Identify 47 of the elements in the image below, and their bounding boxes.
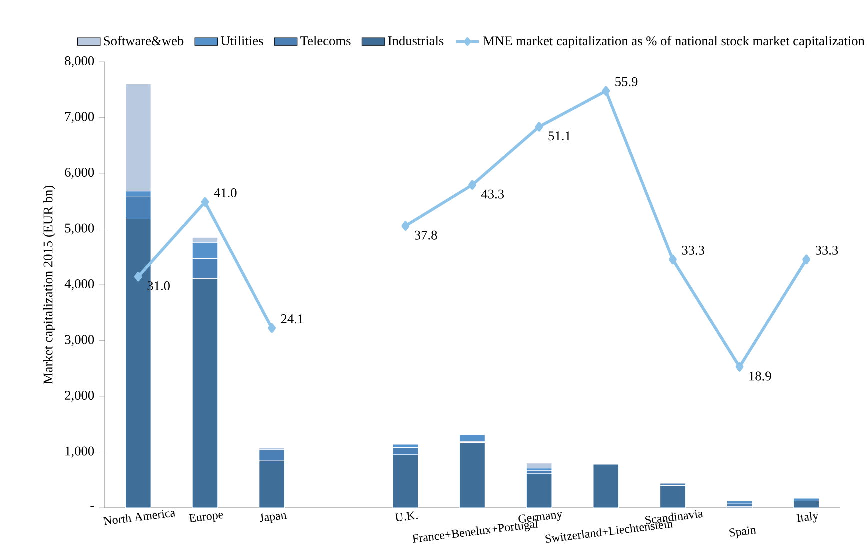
data-label: 24.1 xyxy=(281,314,304,324)
data-label: 51.1 xyxy=(548,132,571,141)
point xyxy=(668,254,677,264)
y-tick-label: 4,000 xyxy=(64,280,94,290)
data-label: 43.3 xyxy=(481,190,504,199)
y-tick-label: 1,000 xyxy=(66,446,94,458)
data-label: 41.0 xyxy=(214,188,237,198)
point xyxy=(736,362,744,372)
bar xyxy=(125,84,152,192)
data-label: 18.9 xyxy=(750,372,772,381)
point xyxy=(268,323,276,334)
y-axis-title: Market capitalization 2015 (EUR bn) xyxy=(43,186,56,384)
point xyxy=(602,86,610,96)
bar xyxy=(593,464,620,508)
y-tick-label: 8,000 xyxy=(65,56,94,68)
y-tick-label: 2,000 xyxy=(65,391,94,402)
legend-label: Utilities xyxy=(221,36,264,46)
legend-label: MNE market capitalization as % of national stock market capitalization xyxy=(484,36,865,48)
x-tick-label: Japan xyxy=(260,513,287,524)
y-tick-label: 6,000 xyxy=(65,168,94,179)
data-label: 33.3 xyxy=(682,246,704,255)
point xyxy=(402,221,410,231)
legend-label: Telecoms xyxy=(300,36,351,46)
bar xyxy=(660,485,686,508)
y-tick-label: 5,000 xyxy=(65,224,94,235)
x-tick-label: Italy xyxy=(796,512,818,523)
point xyxy=(201,197,210,208)
point xyxy=(535,122,544,132)
point xyxy=(468,180,476,190)
data-label: 33.3 xyxy=(816,246,838,255)
bar xyxy=(526,463,552,469)
data-label: 37.8 xyxy=(415,230,438,240)
point xyxy=(802,254,811,264)
bar xyxy=(526,474,552,508)
point xyxy=(134,272,142,282)
y-tick-label: 7,000 xyxy=(65,112,94,124)
data-label: 55.9 xyxy=(616,77,638,86)
y-tick-label: 3,000 xyxy=(65,335,94,346)
legend-label: Software&web xyxy=(104,36,184,46)
x-tick-label: Europe xyxy=(188,513,224,523)
x-tick-label: Spain xyxy=(730,526,757,539)
y-tick-label: - xyxy=(90,506,94,508)
legend-label: Industrials xyxy=(388,36,444,46)
bar xyxy=(726,500,753,504)
x-tick-label: North America xyxy=(104,510,176,526)
bar xyxy=(794,501,820,508)
x-tick-label: U.K. xyxy=(394,512,418,522)
